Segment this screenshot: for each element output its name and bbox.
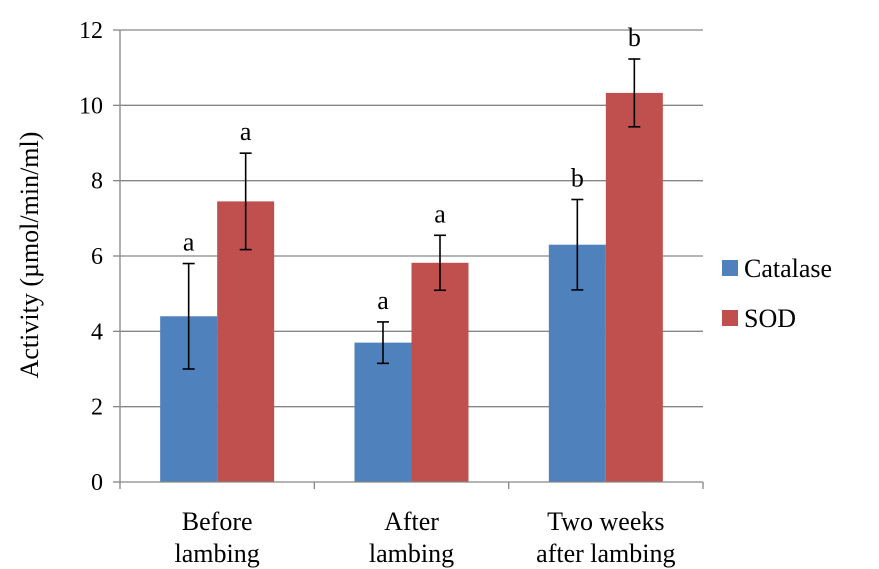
- legend-swatch-catalase: [722, 260, 738, 276]
- legend-label: Catalase: [744, 254, 832, 283]
- bar-sod: [411, 262, 469, 482]
- significance-label: a: [183, 228, 195, 257]
- significance-labels: a a b a a b: [183, 23, 641, 315]
- x-category-label-line: After: [384, 507, 439, 536]
- x-category-label: Two weeks after lambing: [536, 507, 675, 568]
- y-tick-label: 8: [91, 169, 103, 195]
- y-axis-title: Activity (µmol/min/ml): [15, 132, 44, 379]
- error-bars: [182, 58, 641, 370]
- y-tick-label: 2: [91, 395, 103, 421]
- axes: [113, 29, 704, 489]
- x-category-label-line: Two weeks: [547, 507, 664, 536]
- x-category-labels: Before lambing After lambing Two weeks after …: [175, 507, 676, 568]
- significance-label: a: [434, 199, 446, 228]
- legend-label: SOD: [744, 304, 796, 333]
- legend-swatch-sod: [722, 310, 738, 326]
- y-tick-labels: 0 2 4 6 8 10 12: [79, 18, 103, 496]
- x-category-label-line: Before: [182, 507, 253, 536]
- significance-label: a: [377, 286, 389, 315]
- y-tick-label: 10: [79, 93, 103, 119]
- y-tick-label: 6: [91, 244, 103, 270]
- y-tick-label: 4: [91, 319, 103, 345]
- x-category-label: After lambing: [369, 507, 454, 568]
- bars: [160, 92, 663, 483]
- y-tick-label: 12: [79, 18, 103, 44]
- bar-sod: [605, 92, 663, 483]
- x-category-label-line: lambing: [369, 539, 454, 568]
- x-category-label-line: lambing: [175, 539, 260, 568]
- significance-label: a: [240, 117, 252, 146]
- bar-catalase: [354, 342, 412, 482]
- x-category-label-line: after lambing: [536, 539, 675, 568]
- significance-label: b: [628, 23, 641, 52]
- y-tick-label: 0: [91, 470, 103, 496]
- x-category-label: Before lambing: [175, 507, 260, 568]
- significance-label: b: [571, 164, 584, 193]
- legend: Catalase SOD: [722, 254, 832, 333]
